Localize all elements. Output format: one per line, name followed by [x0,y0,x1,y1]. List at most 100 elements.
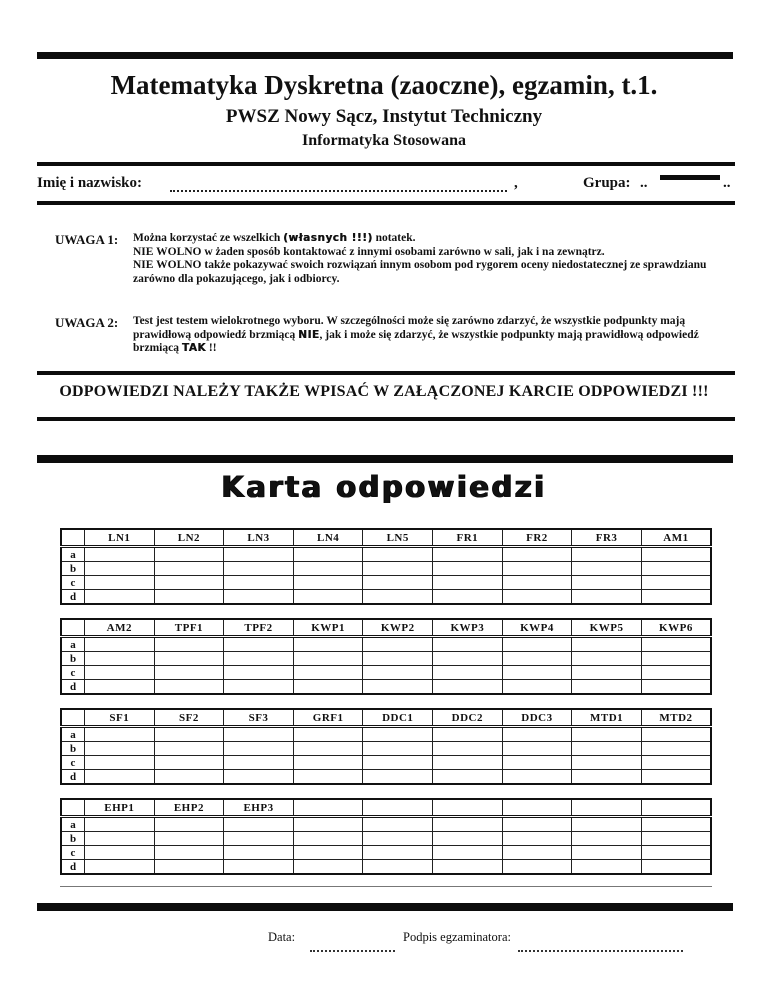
answer-cell [501,831,573,846]
notice-emphasis-text: NIE [298,328,320,341]
answer-cell [84,859,155,875]
signature-fill-line [518,944,683,952]
answer-cell [292,636,364,652]
column-header: SF2 [153,708,225,728]
answer-cell [362,726,434,742]
row-label: c [60,575,85,590]
answer-cell [292,589,364,605]
notice-text: Można korzystać ze wszelkich [133,232,284,244]
answer-cell [640,679,712,695]
answer-cell [153,651,225,666]
answer-cell [571,816,642,832]
name-comma: , [514,175,518,191]
answer-cell [292,651,364,666]
answer-cell [153,741,225,756]
name-fill-line [170,175,507,192]
answer-cell [501,651,573,666]
answer-cell [223,651,294,666]
row-label: a [60,636,85,652]
column-header: TPF1 [153,618,225,638]
answer-cell [84,589,155,605]
column-header: TPF2 [223,618,294,638]
notice-text: !! [205,342,217,355]
institution-subtitle: PWSZ Nowy Sącz, Instytut Techniczny [225,106,543,127]
answer-cell [292,816,364,832]
answer-cell [153,845,225,860]
column-header: KWP2 [362,618,434,638]
answer-cell [292,831,364,846]
answer-cell [223,636,294,652]
answer-cell [501,679,573,695]
answer-cell [292,561,364,576]
column-header [640,798,712,818]
column-header [362,798,434,818]
answer-cell [432,845,503,860]
answer-cell [362,636,434,652]
row-label: d [60,679,85,695]
footer-divider-bar [37,903,733,911]
column-header: KWP4 [501,618,573,638]
answer-cell [571,755,642,770]
answer-cell [501,561,573,576]
answer-cell [223,726,294,742]
answer-cell [432,546,503,562]
answer-cell [292,575,364,590]
answer-cell [223,859,294,875]
answer-cell [292,726,364,742]
answer-cell [640,859,712,875]
answer-table-2: AM2 TPF1 TPF2 KWP1 KWP2 KWP3 KWP4 KWP5 KWP6 a b c d [60,618,712,695]
corner-cell [60,528,85,548]
answer-table-4: EHP1 EHP2 EHP3 a b c d [60,798,712,875]
column-header: KWP5 [571,618,642,638]
answer-cell [292,859,364,875]
answer-cell [501,726,573,742]
answer-cell [153,665,225,680]
answer-cell [571,726,642,742]
notice-label: UWAGA 1: [55,232,119,247]
column-header: DDC3 [501,708,573,728]
answer-cell [501,741,573,756]
answer-cell [292,769,364,785]
notice-1: UWAGA 1: Można korzystać ze wszelkich (wł… [55,232,715,286]
answer-cell [571,561,642,576]
answer-cell [292,741,364,756]
column-header: FR2 [501,528,573,548]
answer-cell [84,741,155,756]
row-label: c [60,665,85,680]
row-label: b [60,741,85,756]
answer-cell [292,679,364,695]
answer-cell [432,755,503,770]
answer-cell [501,816,573,832]
answer-cell [640,561,712,576]
notice-emphasis-text: (własnych !!!) [283,232,373,244]
column-header: LN2 [153,528,225,548]
answer-cell [571,831,642,846]
answer-cell [432,665,503,680]
answer-cell [432,679,503,695]
notice-text: NIE WOLNO także pokazywać swoich rozwiąz… [133,259,707,272]
column-header: SF1 [84,708,155,728]
row-label: c [60,755,85,770]
answer-cell [84,546,155,562]
group-redaction-bar [660,175,720,180]
column-header: AM1 [640,528,712,548]
answer-cell [571,845,642,860]
answer-cell [292,845,364,860]
notice-text: zarówno dla pokazującego, jak i odbiorcy… [133,272,340,285]
column-header: LN5 [362,528,434,548]
answer-cell [292,755,364,770]
answer-cell [640,816,712,832]
answer-cell [432,651,503,666]
answer-cell [571,859,642,875]
answer-cell [153,575,225,590]
notice-text: Test jest testem wielokrotnego wyboru. W… [133,315,686,327]
answer-cell [84,831,155,846]
answer-cell [571,679,642,695]
answer-table-3: SF1 SF2 SF3 GRF1 DDC1 DDC2 DDC3 MTD1 MTD2 a b c d [60,708,712,785]
answer-cell [223,575,294,590]
column-header: DDC1 [362,708,434,728]
answer-cell [501,845,573,860]
answer-cell [84,845,155,860]
answer-cell [223,561,294,576]
